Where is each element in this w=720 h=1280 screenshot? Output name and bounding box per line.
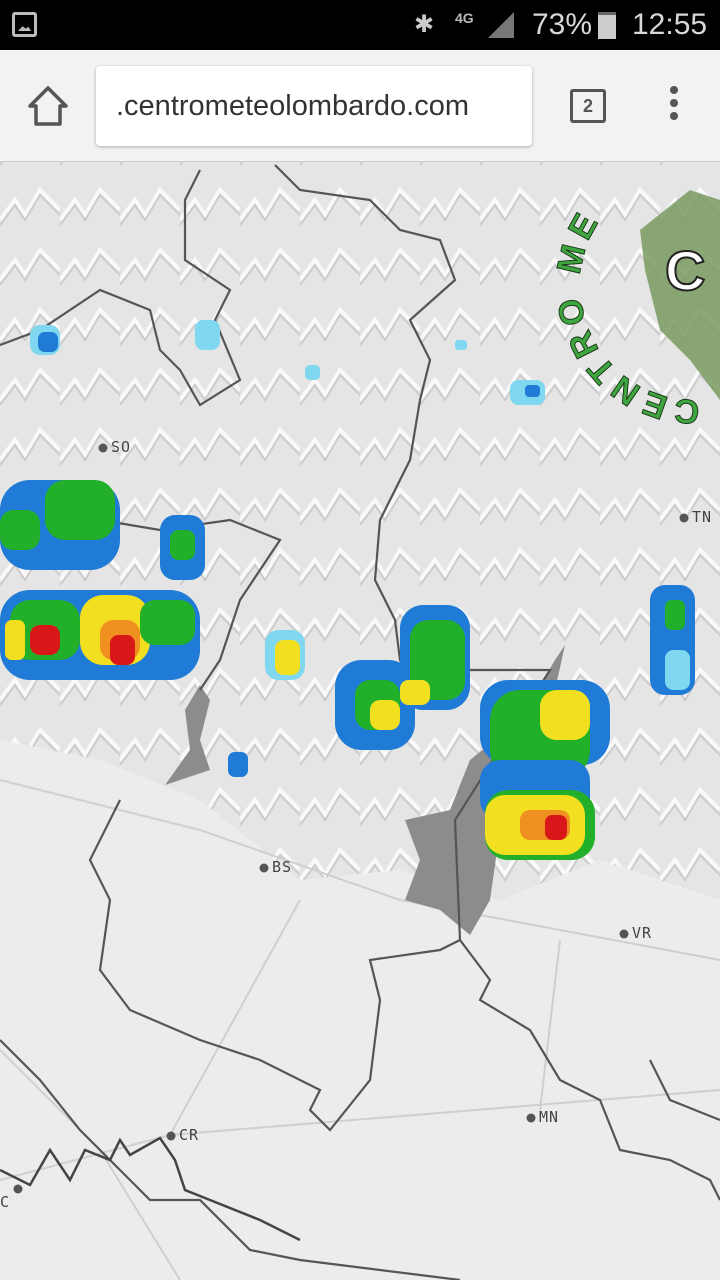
battery-percent: 73% (532, 8, 593, 41)
radar-cell-blue (525, 385, 540, 397)
radar-cell-green (410, 620, 465, 700)
radar-cell-green (0, 510, 40, 550)
city-label: TN (692, 508, 712, 526)
radar-cell-yellow (400, 680, 430, 705)
radar-cell-light (305, 365, 320, 380)
signal-icon (488, 12, 514, 38)
bluetooth-icon: ✱ (414, 11, 435, 38)
radar-cell-yellow (275, 640, 300, 675)
city-dot (98, 443, 108, 453)
browser-toolbar: .centrometeolombardo.com 2 (0, 50, 720, 162)
city-label: SO (111, 438, 131, 456)
radar-echoes (0, 320, 695, 860)
river-po (0, 1136, 301, 1242)
radar-cell-red (30, 625, 60, 655)
tab-switcher-button[interactable]: 2 (570, 89, 606, 123)
radar-cell-green (665, 600, 685, 630)
battery-icon (598, 12, 616, 39)
city-dot (526, 1113, 536, 1123)
lake-iseo (165, 685, 210, 785)
city-marker: VR (619, 924, 652, 942)
radar-cell-blue (228, 752, 248, 777)
radar-cell-yellow (370, 700, 400, 730)
radar-cell-green (140, 600, 195, 645)
radar-cell-yellow (540, 690, 590, 740)
logo-map-lombardia (640, 190, 720, 400)
city-label: VR (632, 924, 652, 942)
city-marker: SO (98, 438, 131, 456)
radar-cell-yellow (5, 620, 25, 660)
radar-cell-red (110, 635, 135, 665)
city-marker: C (0, 1184, 23, 1211)
menu-icon[interactable] (664, 86, 684, 126)
city-marker: TN (679, 508, 712, 526)
city-label: BS (272, 858, 292, 876)
city-label: CR (179, 1126, 199, 1144)
city-marker: BS (259, 858, 292, 876)
radar-cell-red (545, 815, 567, 840)
radar-cell-green (45, 480, 115, 540)
city-dot (259, 863, 269, 873)
gallery-notification-icon (12, 12, 37, 37)
city-dot (166, 1131, 176, 1141)
network-type: 4G (455, 10, 474, 26)
url-bar[interactable]: .centrometeolombardo.com (96, 66, 532, 146)
city-label: C (0, 1193, 10, 1211)
logo-initials: C (665, 239, 705, 302)
city-dot (13, 1184, 23, 1194)
status-bar: ✱ 4G 73% 12:55 (0, 0, 720, 50)
radar-cell-blue (38, 332, 58, 352)
city-dot (679, 513, 689, 523)
city-marker: MN (526, 1108, 559, 1126)
home-icon[interactable] (26, 84, 70, 128)
clock: 12:55 (632, 8, 708, 41)
city-marker: CR (166, 1126, 199, 1144)
radar-cell-light (195, 320, 220, 350)
radar-cell-light (665, 650, 690, 690)
radar-cell-green (170, 530, 195, 560)
radar-cell-light (455, 340, 467, 350)
city-dot (619, 929, 629, 939)
city-label: MN (539, 1108, 559, 1126)
